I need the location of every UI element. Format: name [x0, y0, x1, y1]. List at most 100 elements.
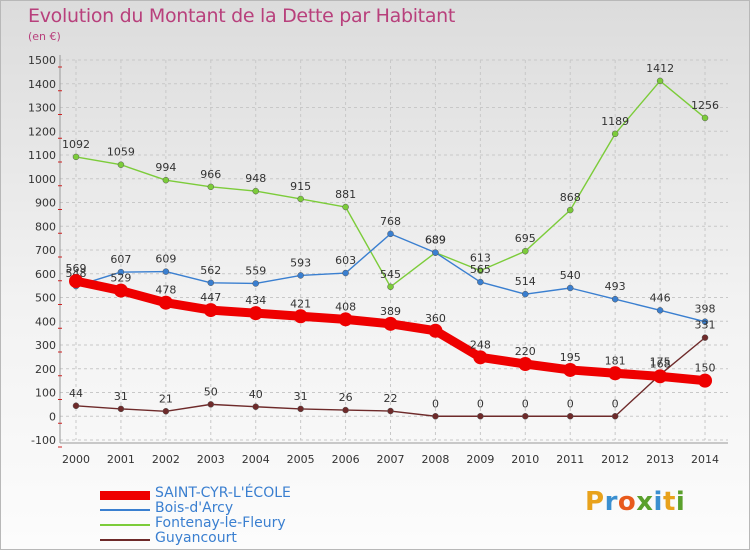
data-label: 607 — [110, 253, 131, 266]
x-tick-label: 2014 — [691, 453, 719, 466]
data-label: 360 — [425, 312, 446, 325]
legend-label: Guyancourt — [155, 530, 237, 546]
data-label: 389 — [380, 305, 401, 318]
data-label: 768 — [380, 215, 401, 228]
data-point — [252, 187, 259, 195]
data-point — [656, 307, 664, 314]
data-point — [611, 295, 619, 303]
y-tick-label: 800 — [35, 220, 56, 233]
legend-label: Fontenay-le-Fleury — [155, 515, 286, 531]
data-point — [566, 413, 574, 420]
data-point — [297, 195, 304, 203]
data-label: 446 — [650, 291, 671, 304]
legend-swatch — [100, 509, 150, 511]
data-label: 1092 — [62, 138, 90, 151]
legend-swatch — [100, 490, 150, 500]
data-point — [342, 269, 349, 277]
x-tick-label: 2009 — [466, 453, 494, 466]
data-point — [608, 366, 623, 381]
data-point — [383, 316, 398, 331]
x-tick-label: 2013 — [646, 453, 674, 466]
data-point — [698, 373, 713, 388]
data-label: 1256 — [691, 99, 719, 112]
data-label: 26 — [339, 391, 353, 404]
data-point — [566, 284, 574, 292]
data-label: 529 — [110, 272, 131, 285]
y-tick-label: 400 — [35, 315, 56, 328]
data-point — [387, 407, 394, 415]
data-point — [611, 413, 619, 420]
y-tick-label: 700 — [35, 244, 56, 257]
data-label: 195 — [560, 351, 581, 364]
data-point — [701, 114, 709, 122]
x-tick-label: 2006 — [332, 453, 360, 466]
data-label: 434 — [245, 294, 266, 307]
data-point — [297, 405, 304, 413]
data-point — [207, 279, 215, 287]
x-tick-label: 2005 — [287, 453, 315, 466]
data-label: 331 — [695, 319, 716, 332]
y-tick-label: 1500 — [28, 54, 56, 67]
x-tick-label: 2007 — [377, 453, 405, 466]
data-point — [342, 406, 349, 414]
data-label: 994 — [155, 161, 176, 174]
data-label: 613 — [470, 252, 491, 265]
data-label: 44 — [69, 387, 83, 400]
data-label: 603 — [335, 254, 356, 267]
data-label: 868 — [560, 191, 581, 204]
data-point — [566, 206, 574, 214]
data-point — [113, 283, 128, 298]
data-point — [162, 268, 170, 275]
data-label: 0 — [612, 397, 619, 410]
y-tick-label: 0 — [49, 410, 56, 423]
data-point — [207, 183, 215, 191]
data-label: 478 — [155, 284, 176, 297]
data-label: 408 — [335, 300, 356, 313]
data-point — [248, 306, 263, 321]
data-point — [117, 161, 125, 168]
data-point — [428, 323, 443, 338]
data-label: 569 — [66, 262, 87, 275]
x-tick-label: 2001 — [107, 453, 135, 466]
y-tick-label: 100 — [35, 387, 56, 400]
legend-swatch — [100, 539, 150, 541]
data-label: 545 — [380, 268, 401, 281]
data-point — [207, 401, 215, 408]
legend-label: SAINT-CYR-L'ÉCOLE — [155, 485, 291, 501]
data-point — [203, 303, 218, 318]
data-point — [72, 402, 80, 410]
data-point — [252, 403, 259, 410]
data-point — [432, 249, 439, 256]
chart-title: Evolution du Montant de la Dette par Hab… — [28, 5, 456, 27]
data-label: 966 — [200, 168, 221, 181]
data-point — [656, 77, 664, 85]
data-label: 22 — [384, 392, 398, 405]
data-point — [293, 309, 308, 324]
data-point — [473, 350, 488, 365]
data-point — [477, 413, 484, 420]
data-label: 175 — [650, 356, 671, 369]
data-label: 562 — [200, 264, 221, 277]
data-point — [338, 312, 353, 327]
data-point — [522, 413, 529, 420]
x-tick-label: 2000 — [62, 453, 90, 466]
y-tick-label: 1300 — [28, 102, 56, 115]
x-tick-label: 2010 — [511, 453, 539, 466]
data-point — [477, 278, 484, 286]
data-point — [653, 369, 668, 384]
data-label: 248 — [470, 338, 491, 351]
data-label: 689 — [425, 234, 446, 247]
data-point — [387, 230, 394, 238]
data-label: 1412 — [646, 62, 674, 75]
chart-unit: (en €) — [28, 30, 61, 43]
data-point — [522, 290, 529, 298]
data-label: 689 — [425, 234, 446, 247]
y-tick-label: 1200 — [28, 125, 56, 138]
legend-swatch — [100, 524, 150, 526]
data-point — [117, 268, 125, 276]
data-label: 50 — [204, 385, 218, 398]
data-label: 0 — [567, 397, 574, 410]
data-point — [162, 176, 170, 184]
